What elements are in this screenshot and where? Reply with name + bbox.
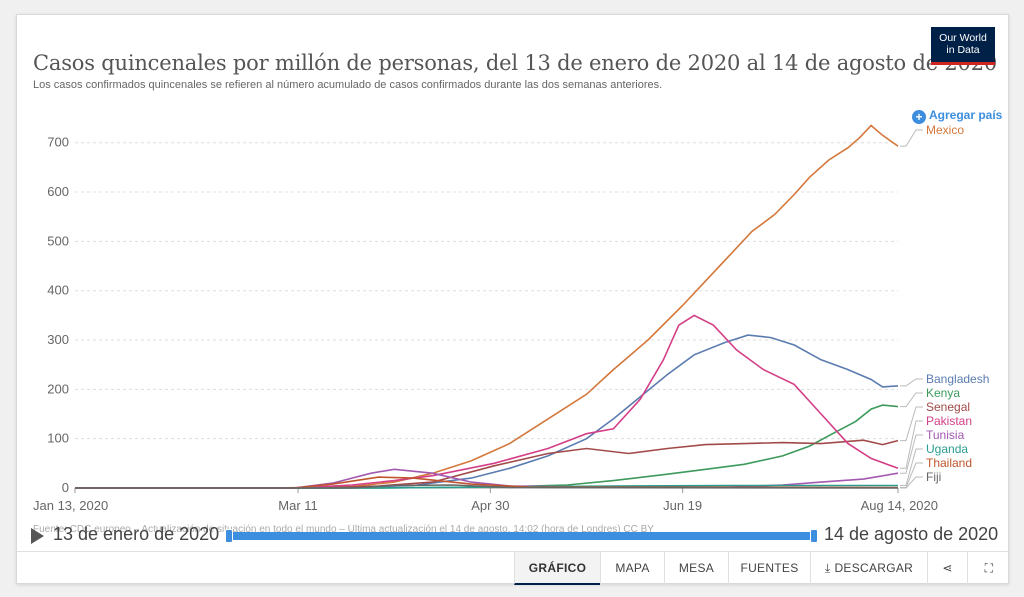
fullscreen-button[interactable]: ⛶ — [967, 552, 1010, 585]
series-label: Pakistan — [926, 414, 972, 428]
add-country-label: Agregar país — [929, 108, 1003, 122]
x-tick-label: Jun 19 — [663, 498, 702, 513]
x-tick-label: Mar 11 — [278, 498, 318, 513]
tab-bar: GRÁFICO MAPA MESA FUENTES ⤓ DESCARGAR ⋖ ⛶ — [17, 551, 1010, 585]
y-tick-label: 100 — [47, 431, 69, 446]
source-text: Fuente: CDC europeo – Actualización de s… — [33, 524, 621, 535]
series-leader-line — [900, 406, 923, 442]
line-chart: 0 100 200 300 400 500 600 700 Jan 13, 2020 Mar 11… — [33, 123, 989, 513]
timeline: 13 de enero de 2020 14 de agosto de 2020 — [17, 520, 1010, 550]
timeline-range-track[interactable] — [228, 532, 815, 540]
y-tick-label: 200 — [47, 381, 69, 396]
series-leader-line — [900, 420, 923, 469]
x-tick-label: Jan 13, 2020 — [33, 498, 108, 513]
license-text[interactable]: CC BY — [623, 524, 654, 535]
series-line-kenya — [75, 404, 899, 489]
timeline-start-label: 13 de enero de 2020 — [53, 524, 220, 544]
series-line-bangladesh — [75, 334, 899, 489]
series-label: Uganda — [926, 442, 968, 456]
series-leader-line — [900, 392, 923, 408]
timeline-end-label: 14 de agosto de 2020 — [824, 524, 999, 544]
series-label: Kenya — [926, 386, 960, 400]
series-leader-line — [900, 129, 923, 147]
series-label: Fiji — [926, 470, 941, 484]
tab-sources[interactable]: FUENTES — [728, 552, 810, 585]
tab-download-label: DESCARGAR — [834, 561, 914, 575]
timeline-start-handle[interactable] — [225, 529, 233, 543]
chart-title: Casos quincenales por millón de personas… — [33, 51, 998, 75]
tab-chart-label: GRÁFICO — [528, 561, 587, 575]
series-line-pakistan — [75, 314, 899, 489]
series-label: Tunisia — [926, 428, 965, 442]
play-icon[interactable] — [31, 528, 44, 544]
series-line-mexico — [75, 124, 899, 489]
timeline-end-handle[interactable] — [810, 529, 818, 543]
x-tick-label: Aug 14, 2020 — [861, 498, 938, 513]
series-label: Mexico — [926, 123, 964, 137]
series-line-senegal — [75, 439, 899, 489]
series-leader-line — [900, 448, 923, 487]
tab-map-label: MAPA — [615, 561, 650, 575]
tab-table-label: MESA — [678, 561, 715, 575]
share-icon: ⋖ — [942, 561, 953, 575]
add-country-button[interactable]: + Agregar país — [912, 108, 1002, 124]
tab-map[interactable]: MAPA — [600, 552, 664, 585]
y-tick-label: 0 — [62, 480, 69, 495]
series-label: Thailand — [926, 456, 972, 470]
tab-download[interactable]: ⤓ DESCARGAR — [810, 552, 927, 585]
owid-logo[interactable]: Our World in Data — [931, 27, 995, 65]
series-line-tunisia — [75, 468, 899, 489]
source-note: Fuente: CDC europeo – Actualización de s… — [33, 524, 983, 535]
y-tick-label: 600 — [47, 184, 69, 199]
share-button[interactable]: ⋖ — [927, 552, 967, 585]
series-leader-line — [900, 378, 923, 387]
tab-sources-label: FUENTES — [740, 561, 799, 575]
series-leader-line — [900, 476, 923, 489]
fullscreen-icon: ⛶ — [984, 561, 994, 575]
y-tick-label: 300 — [47, 332, 69, 347]
y-tick-label: 700 — [47, 135, 69, 150]
tab-table[interactable]: MESA — [664, 552, 728, 585]
logo-line-1: Our World — [939, 32, 987, 44]
chart-card: Casos quincenales por millón de personas… — [16, 14, 1010, 585]
y-tick-label: 400 — [47, 283, 69, 298]
logo-line-2: in Data — [946, 44, 980, 56]
x-tick-label: Apr 30 — [471, 498, 509, 513]
chart-subtitle: Los casos confirmados quincenales se ref… — [33, 79, 663, 91]
logo-accent-bar — [931, 62, 995, 65]
plus-icon: + — [912, 110, 926, 124]
y-tick-label: 500 — [47, 233, 69, 248]
series-leader-line — [900, 434, 923, 474]
tab-chart[interactable]: GRÁFICO — [514, 552, 600, 585]
series-label: Bangladesh — [926, 372, 989, 386]
series-line-fiji — [75, 484, 899, 489]
series-label: Senegal — [926, 400, 970, 414]
download-icon: ⤓ — [824, 561, 831, 575]
